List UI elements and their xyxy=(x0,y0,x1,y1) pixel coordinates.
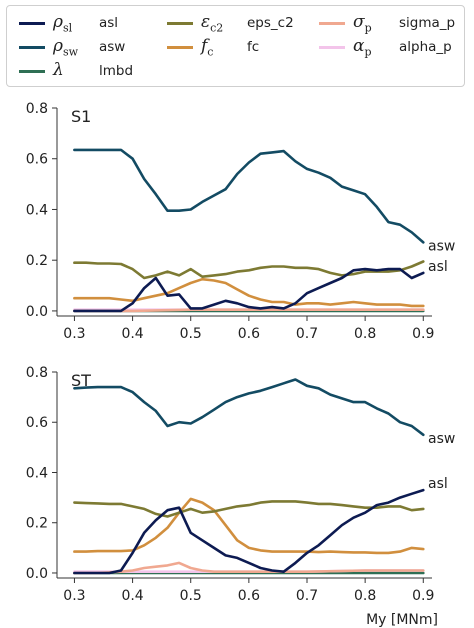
legend-symbol: αp xyxy=(353,35,372,59)
legend-item-eps-c2: εc2 eps_c2 xyxy=(167,12,294,34)
x-tick-label: 0.6 xyxy=(238,326,260,342)
legend-swatch xyxy=(167,21,193,25)
series-line-asl xyxy=(73,488,425,575)
x-tick-label: 0.7 xyxy=(296,326,318,342)
x-tick-label: 0.7 xyxy=(296,588,318,604)
end-label-asw: asw xyxy=(428,238,455,254)
series-line-asl xyxy=(73,267,425,313)
legend-swatch xyxy=(319,45,345,49)
x-tick-label: 0.8 xyxy=(354,588,376,604)
y-tick-label: 0.8 xyxy=(26,365,48,381)
x-tick-label: 0.4 xyxy=(121,326,143,342)
legend-item-asl: ρsl asl xyxy=(19,12,118,34)
legend-symbol: fc xyxy=(201,35,214,59)
legend-label: alpha_p xyxy=(399,39,452,55)
series-line-fc xyxy=(73,277,425,308)
y-tick-label: 0.0 xyxy=(26,304,48,320)
end-label-asw: asw xyxy=(428,431,455,447)
series-line-eps-c2 xyxy=(73,500,425,518)
legend-item-sigma-p: σp sigma_p xyxy=(319,12,455,34)
legend-label: asw xyxy=(99,39,126,55)
x-tick-label: 0.9 xyxy=(412,326,434,342)
y-tick-label: 0.4 xyxy=(26,202,48,218)
legend-label: asl xyxy=(99,15,119,31)
legend-swatch xyxy=(167,45,193,49)
y-tick-label: 0.6 xyxy=(26,415,48,431)
series-line-asw xyxy=(73,148,425,244)
x-tick-label: 0.3 xyxy=(63,326,85,342)
legend-swatch xyxy=(19,45,45,49)
end-label-asl: asl xyxy=(428,259,448,275)
legend-label: lmbd xyxy=(99,63,134,79)
panel-title: S1 xyxy=(71,107,91,126)
legend-swatch xyxy=(19,69,45,73)
end-label-asl: asl xyxy=(428,476,448,492)
x-tick-label: 0.8 xyxy=(354,326,376,342)
x-tick-label: 0.5 xyxy=(180,588,202,604)
legend-swatch xyxy=(319,21,345,25)
y-tick-label: 0.2 xyxy=(26,253,48,269)
x-tick-label: 0.4 xyxy=(121,588,143,604)
legend-item-asw: ρsw asw xyxy=(19,36,125,58)
legend-item-fc: fc fc xyxy=(167,36,259,58)
y-tick-label: 0.0 xyxy=(26,566,48,582)
legend-swatch xyxy=(19,21,45,25)
legend-label: fc xyxy=(247,39,260,55)
x-tick-label: 0.9 xyxy=(412,588,434,604)
x-tick-label: 0.5 xyxy=(180,326,202,342)
y-tick-label: 0.4 xyxy=(26,465,48,481)
series-line-sigma-p xyxy=(73,308,425,313)
legend: ρsl asl ρsw asw λ lmbd εc2 eps_c2 fc fc … xyxy=(6,5,465,87)
legend-item-alpha-p: αp alpha_p xyxy=(319,36,452,58)
y-tick-label: 0.8 xyxy=(26,101,48,117)
legend-symbol: ρsl xyxy=(53,11,73,35)
x-tick-label: 0.6 xyxy=(238,588,260,604)
legend-item-lmbd: λ lmbd xyxy=(19,60,133,82)
legend-label: sigma_p xyxy=(399,15,456,31)
series-line-asw xyxy=(73,378,425,437)
panel-title: ST xyxy=(71,371,91,390)
series-line-eps-c2 xyxy=(73,260,425,280)
legend-symbol: λ xyxy=(53,59,64,80)
x-tick-label: 0.3 xyxy=(63,588,85,604)
series-line-sigma-p xyxy=(73,561,425,575)
y-tick-label: 0.2 xyxy=(26,516,48,532)
legend-symbol: εc2 xyxy=(201,11,224,35)
legend-symbol: ρsw xyxy=(53,35,79,59)
y-tick-label: 0.6 xyxy=(26,152,48,168)
legend-label: eps_c2 xyxy=(247,15,294,31)
legend-symbol: σp xyxy=(353,11,372,35)
x-axis-label: My [MNm] xyxy=(366,612,438,628)
